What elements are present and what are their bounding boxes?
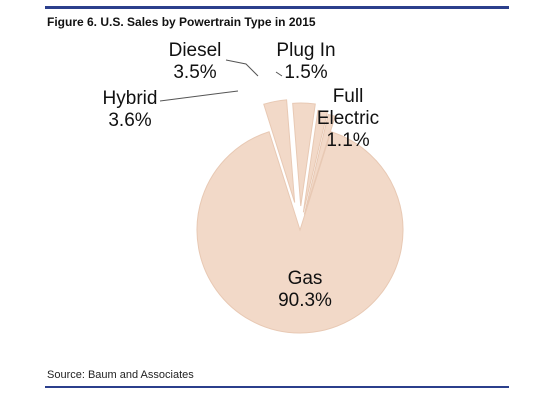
top-rule [45,6,509,9]
leader-lines [159,59,283,102]
pie-slice-plug-in [302,109,329,213]
leader-line-plug-in [275,71,283,77]
pie-slice-diesel [292,102,316,207]
pie-slice-full-electric [303,113,336,215]
slice-value-gas: 90.3% [278,290,332,311]
slice-value-plug-in: 1.5% [284,62,327,83]
slice-label-full-electric-line2: Electric [317,108,379,129]
figure-title: Figure 6. U.S. Sales by Powertrain Type … [47,15,316,29]
pie-slices [196,99,404,334]
slice-label-plug-in: Plug In [276,40,335,61]
slice-label-hybrid: Hybrid [103,88,158,109]
pie-slice-gas [196,131,404,334]
bottom-rule [45,386,509,388]
leader-line-diesel [225,59,259,77]
leader-line-hybrid [159,90,239,102]
source-note: Source: Baum and Associates [47,369,194,381]
slice-label-full-electric-line1: Full [333,86,364,107]
pie-slice-hybrid [263,99,296,203]
slice-value-diesel: 3.5% [173,62,216,83]
slice-value-hybrid: 3.6% [108,110,151,131]
slice-label-gas: Gas [288,268,323,289]
slice-label-diesel: Diesel [169,40,222,61]
slice-value-full-electric: 1.1% [326,130,369,151]
